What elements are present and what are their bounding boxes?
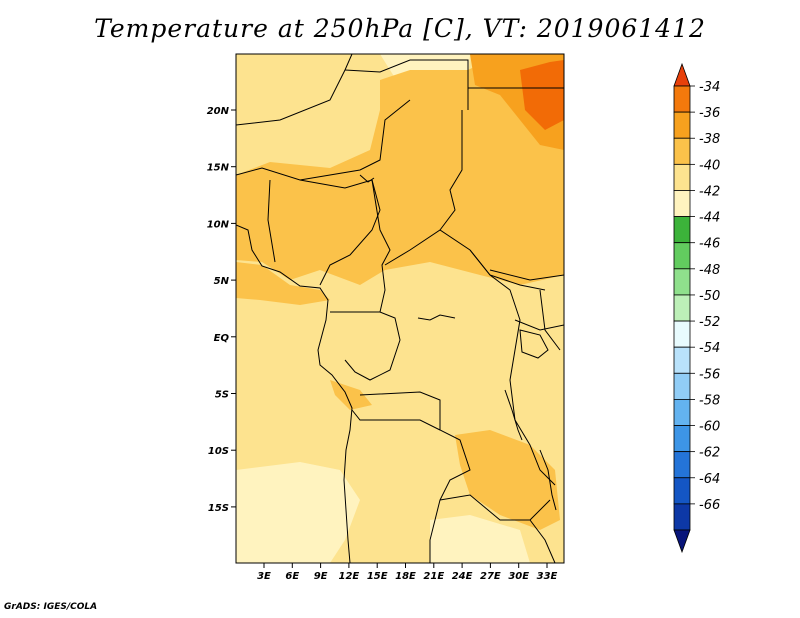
lat-tick-label: 5S	[215, 390, 229, 401]
colorbar-label: -42	[699, 184, 720, 199]
colorbar-segment	[673, 85, 691, 113]
colorbar-segment	[673, 294, 691, 322]
coastline-west	[236, 224, 353, 563]
lat-tick-label: 5N	[214, 276, 230, 287]
border-east	[469, 249, 556, 486]
colorbar-label: -60	[699, 420, 720, 435]
border-congo	[330, 311, 401, 381]
lon-tick-label: 15E	[367, 571, 388, 582]
lake-tanganyika	[504, 389, 523, 441]
border-angola	[351, 409, 441, 431]
pale-region-south	[430, 515, 530, 563]
colorbar-segment	[673, 320, 691, 348]
longitude-ticks: 3E 6E 9E 12E 15E 18E 21E 24E 27E 30E 33E	[257, 563, 558, 582]
lon-tick-label: 33E	[537, 571, 558, 582]
border-kenya	[539, 289, 561, 351]
credit-label: GrADS: IGES/COLA	[4, 602, 98, 612]
border-mozambique	[529, 519, 556, 563]
colorbar-segment	[673, 242, 691, 270]
map-frame	[235, 53, 565, 564]
colorbar-label: -40	[699, 158, 720, 173]
mid-region-west-africa	[236, 54, 564, 285]
colorbar-segment	[673, 190, 691, 217]
congo-river	[417, 314, 456, 321]
lon-tick-label: 24E	[452, 571, 473, 582]
colorbar-label: -52	[699, 315, 720, 330]
colorbar-segment	[673, 503, 691, 531]
lon-tick-label: 18E	[395, 571, 416, 582]
border-uganda	[514, 319, 564, 331]
colorbar-label: -34	[699, 80, 720, 95]
lon-tick-label: 12E	[339, 571, 360, 582]
border-niger-north	[344, 59, 469, 110]
border-zambia	[439, 494, 551, 521]
colorbar-label: -56	[699, 367, 720, 382]
colorbar-label: -62	[699, 446, 720, 461]
lat-tick-label: 20N	[207, 106, 230, 117]
lon-tick-label: 21E	[423, 571, 444, 582]
colorbar-label: -54	[699, 341, 720, 356]
lat-tick-label: 15S	[208, 503, 229, 514]
colorbar-label: -48	[699, 263, 720, 278]
border-chad-east	[439, 110, 463, 231]
border-drc-south	[359, 391, 471, 563]
colorbar-segment	[673, 216, 691, 244]
border-nigeria	[267, 179, 381, 286]
colorbar-segment	[673, 163, 691, 191]
border-niger-south	[236, 99, 411, 181]
lon-tick-label: 3E	[257, 571, 271, 582]
colorbar-segment	[673, 477, 691, 505]
latitude-ticks: 20N 15N 10N 5N EQ 5S 10S 15S	[207, 106, 236, 514]
colorbar-label: -38	[699, 132, 720, 147]
colorbar-segment	[673, 425, 691, 453]
lat-tick-label: 15N	[207, 163, 230, 174]
lat-tick-label: 10N	[207, 219, 230, 230]
border-sahara	[236, 54, 353, 126]
colorbar-label: -66	[699, 498, 720, 513]
mid-region-angola-coast	[330, 380, 372, 410]
lake-malawi	[539, 449, 557, 511]
colorbar-segment	[673, 451, 691, 479]
dark-region-east	[520, 60, 564, 130]
lake-chad	[359, 174, 375, 183]
colorbar-label: -46	[699, 237, 720, 252]
mid-region-coast	[236, 262, 330, 305]
colorbar-segment	[673, 268, 691, 296]
map-title: Temperature at 250hPa [C], VT: 201906141…	[94, 14, 706, 43]
border-cameroon	[371, 179, 391, 313]
colorbar-segment	[673, 372, 691, 400]
pale-region-southwest	[236, 462, 360, 563]
colorbar-segment	[673, 346, 691, 374]
lon-tick-label: 9E	[314, 571, 328, 582]
colorbar-label: -44	[699, 211, 720, 226]
lat-tick-label: EQ	[214, 333, 230, 344]
country-borders	[236, 54, 564, 563]
colorbar-segment	[673, 137, 691, 165]
lon-tick-label: 30E	[508, 571, 529, 582]
colorbar-label: -50	[699, 289, 720, 304]
lon-tick-label: 27E	[480, 571, 501, 582]
temperature-field	[236, 54, 564, 563]
colorbar-bottom-arrow	[673, 529, 691, 554]
colorbar-label: -64	[699, 472, 720, 487]
colorbar-segment	[673, 399, 691, 426]
colorbar-label: -58	[699, 393, 720, 408]
colorbar-segment	[673, 111, 691, 139]
border-sudan-s	[489, 269, 564, 281]
colorbar: -34 -36 -38 -40 -42 -44 -46 -48 -50 -52 -54 -56 -58 -…	[673, 62, 720, 554]
lon-tick-label: 6E	[285, 571, 299, 582]
lake-victoria	[519, 329, 549, 359]
colorbar-top-arrow	[673, 62, 691, 87]
lat-tick-label: 10S	[208, 446, 229, 457]
colorbar-label: -36	[699, 106, 720, 121]
